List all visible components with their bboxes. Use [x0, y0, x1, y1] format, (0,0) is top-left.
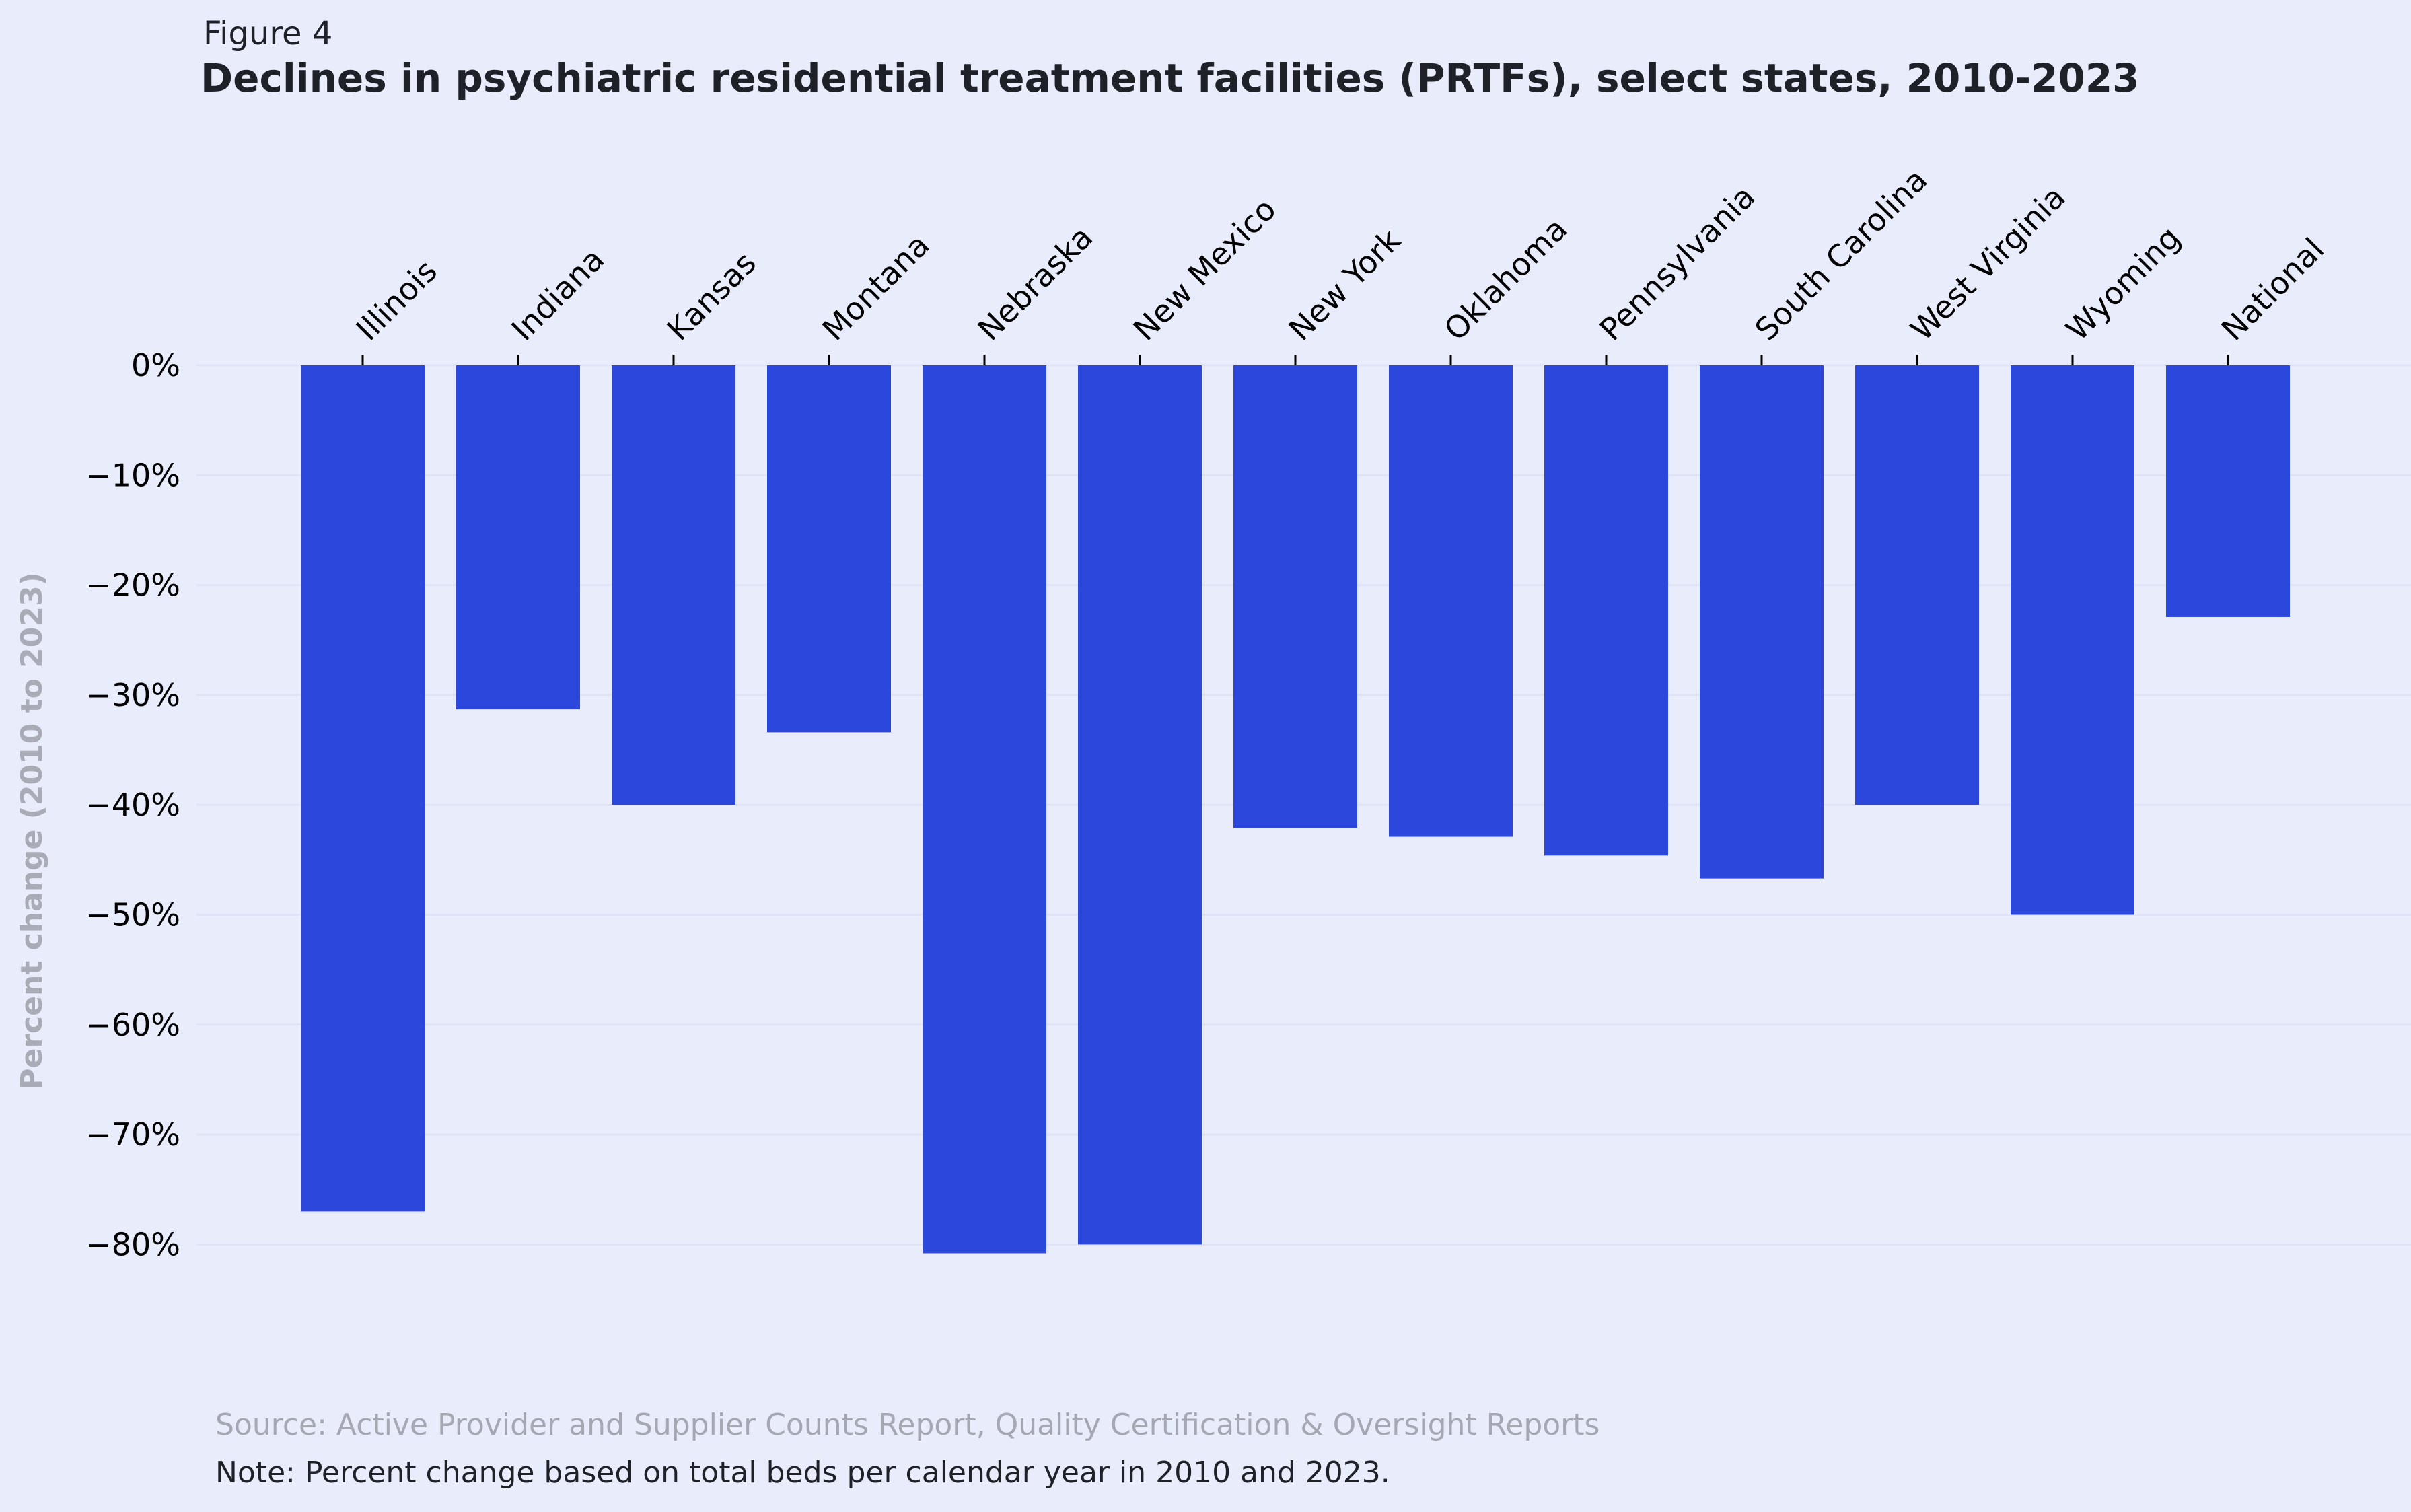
- bar-oklahoma: [1389, 365, 1513, 837]
- bar-illinois: [301, 365, 425, 1212]
- chart-title: Declines in psychiatric residential trea…: [201, 55, 2140, 101]
- x-tick-label: Indiana: [505, 241, 612, 348]
- bars: [301, 365, 2290, 1254]
- x-tick-label: New Mexico: [1126, 191, 1283, 348]
- bar-nebraska: [923, 365, 1046, 1254]
- x-tick-label: Kansas: [660, 244, 763, 347]
- x-tick-label: Illinois: [349, 252, 444, 347]
- footnote: Note: Percent change based on total beds…: [215, 1455, 1390, 1490]
- bar-montana: [767, 365, 891, 733]
- y-tick-label: −10%: [85, 457, 180, 493]
- bar-national: [2166, 365, 2290, 617]
- x-tick-label: Oklahoma: [1437, 211, 1575, 348]
- bar-indiana: [456, 365, 580, 710]
- bar-kansas: [612, 365, 735, 805]
- y-tick-label: −30%: [85, 677, 180, 713]
- figure-label: Figure 4: [203, 15, 333, 52]
- y-tick-label: −70%: [85, 1116, 180, 1153]
- y-tick-label: 0%: [131, 347, 180, 384]
- x-tick-label: West Virginia: [1904, 179, 2073, 348]
- source-note: Source: Active Provider and Supplier Cou…: [215, 1408, 1600, 1442]
- y-tick-label: −20%: [85, 567, 180, 604]
- y-tick-label: −80%: [85, 1226, 180, 1262]
- x-tick-label: Wyoming: [2059, 219, 2188, 348]
- x-tick-label: Montana: [816, 227, 937, 348]
- y-axis-label: Percent change (2010 to 2023): [15, 572, 49, 1090]
- x-tick-label: Pennsylvania: [1593, 178, 1762, 348]
- x-tick-label: Nebraska: [971, 219, 1100, 348]
- x-axis-ticks: Illinois Indiana Kansas Montana Nebraska New …: [349, 161, 2332, 365]
- y-tick-label: −50%: [85, 897, 180, 933]
- bar-west-virginia: [1855, 365, 1979, 805]
- y-axis-ticks: 0% −10% −20% −30% −40% −50% −60% −70% −80%: [85, 347, 180, 1262]
- bar-south-carolina: [1700, 365, 1824, 879]
- bar-new-york: [1233, 365, 1357, 828]
- bar-wyoming: [2011, 365, 2134, 915]
- x-tick-label: New York: [1282, 221, 1408, 347]
- bar-new-mexico: [1078, 365, 1202, 1245]
- y-tick-label: −40%: [85, 787, 180, 823]
- y-tick-label: −60%: [85, 1007, 180, 1043]
- bar-pennsylvania: [1544, 365, 1668, 856]
- x-tick-label: National: [2215, 231, 2332, 348]
